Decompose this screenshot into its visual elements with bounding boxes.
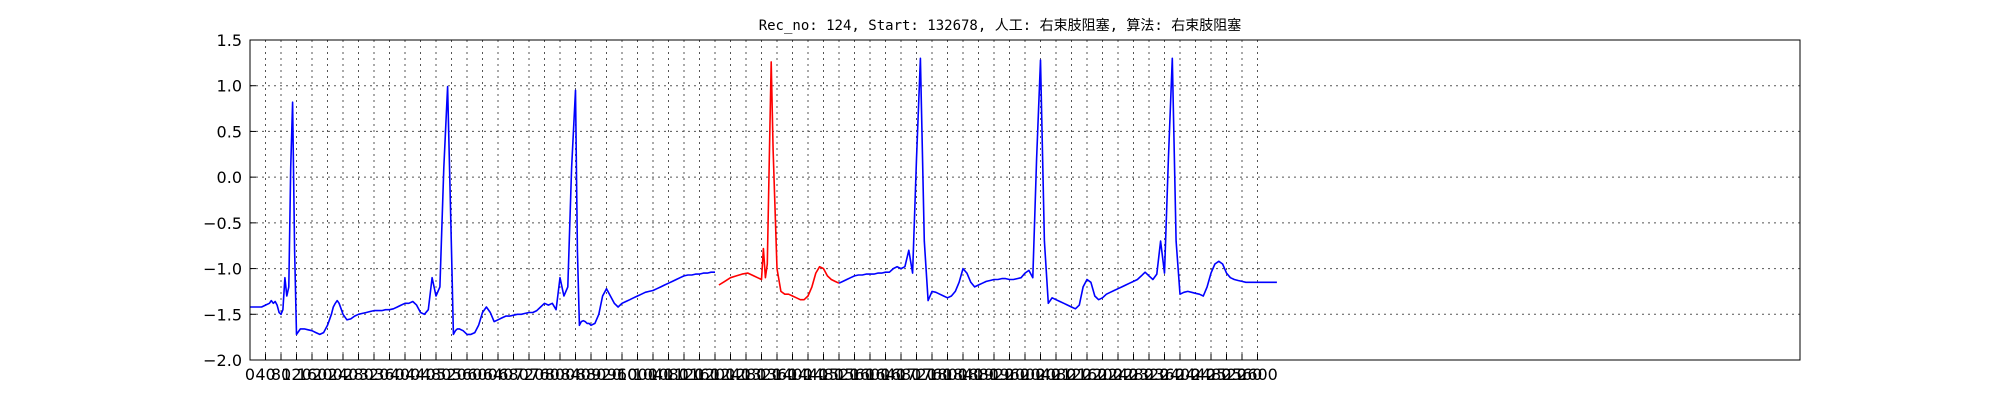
series-layer	[250, 57, 1277, 336]
y-axis-ticks: 1.5 1.0 0.5 0.0 −0.5 −1.0 −1.5 −2.0	[203, 31, 256, 370]
grid-lines	[249, 39, 1800, 361]
x-tick-label: 1760	[912, 365, 953, 384]
x-tick-label: 1800	[927, 365, 968, 384]
chart-title: Rec_no: 124, Start: 132678, 人工: 右束肢阻塞, 算…	[759, 17, 1242, 34]
x-tick-label: 120	[281, 365, 312, 384]
x-tick-label: 0	[245, 365, 255, 384]
x-tick-label: 840	[560, 365, 591, 384]
x-tick-label: 1240	[710, 365, 751, 384]
x-tick-label: 2480	[1191, 365, 1232, 384]
x-tick-label: 1600	[850, 365, 891, 384]
x-tick-label: 1000	[617, 365, 658, 384]
x-tick-label: 1080	[648, 365, 689, 384]
x-tick-label: 1520	[819, 365, 860, 384]
x-tick-label: 2160	[1067, 365, 1108, 384]
x-tick-label: 1320	[741, 365, 782, 384]
x-tick-label: 440	[405, 365, 436, 384]
y-tick-label: −0.5	[203, 214, 242, 233]
x-axis-ticks: 0 408012016020024028032036040044048052056…	[245, 354, 1278, 384]
x-tick-label: 1360	[757, 365, 798, 384]
x-tick-label: 1560	[834, 365, 875, 384]
x-tick-label: 1640	[865, 365, 906, 384]
x-tick-label: 720	[514, 365, 545, 384]
x-tick-label: 2040	[1020, 365, 1061, 384]
x-tick-label: 40	[255, 365, 275, 384]
x-tick-label: 200	[312, 365, 343, 384]
series-line-3	[838, 57, 1277, 310]
x-tick-label: 2360	[1144, 365, 1185, 384]
x-tick-label: 920	[591, 365, 622, 384]
y-tick-label: 0.0	[217, 168, 242, 187]
x-tick-label: 880	[576, 365, 607, 384]
y-tick-label: −2.0	[203, 351, 242, 370]
x-tick-label: 2320	[1129, 365, 1170, 384]
x-tick-label: 1200	[695, 365, 736, 384]
x-tick-label: 760	[529, 365, 560, 384]
x-tick-label: 1720	[896, 365, 937, 384]
x-tick-label: 960	[607, 365, 638, 384]
x-tick-label: 2600	[1237, 365, 1278, 384]
x-tick-label: 2440	[1175, 365, 1216, 384]
y-tick-label: −1.0	[203, 260, 242, 279]
x-tick-label: 1280	[726, 365, 767, 384]
x-tick-label: 1480	[803, 365, 844, 384]
x-tick-label: 560	[452, 365, 483, 384]
x-tick-label: 2000	[1005, 365, 1046, 384]
y-tick-label: 1.0	[217, 77, 242, 96]
x-tick-label: 1040	[633, 365, 674, 384]
x-tick-label: 2400	[1160, 365, 1201, 384]
x-tick-label: 320	[359, 365, 390, 384]
x-tick-label: 640	[483, 365, 514, 384]
x-tick-label: 1400	[772, 365, 813, 384]
x-tick-label: 520	[436, 365, 467, 384]
x-tick-label: 2120	[1051, 365, 1092, 384]
x-tick-label: 280	[343, 365, 374, 384]
x-tick-label: 2200	[1082, 365, 1123, 384]
x-tick-label: 2080	[1036, 365, 1077, 384]
x-tick-label: 680	[498, 365, 529, 384]
x-tick-label: 800	[545, 365, 576, 384]
x-tick-label: 80	[271, 365, 291, 384]
x-tick-label: 1440	[788, 365, 829, 384]
x-tick-label: 1960	[989, 365, 1030, 384]
x-tick-label: 2280	[1113, 365, 1154, 384]
x-tick-label: 2520	[1206, 365, 1247, 384]
x-tick-label: 1160	[679, 365, 720, 384]
x-tick-label: 1880	[958, 365, 999, 384]
x-tick-label: 1680	[881, 365, 922, 384]
x-tick-label: 1840	[943, 365, 984, 384]
x-tick-label: 2560	[1222, 365, 1263, 384]
x-tick-label: 400	[390, 365, 421, 384]
x-tick-label: 600	[467, 365, 498, 384]
x-tick-label: 2240	[1098, 365, 1139, 384]
y-tick-label: 0.5	[217, 122, 242, 141]
x-tick-label: 160	[297, 365, 328, 384]
y-tick-label: −1.5	[203, 305, 242, 324]
series-line-1	[250, 85, 715, 336]
y-tick-label: 1.5	[217, 31, 242, 50]
x-tick-label: 480	[421, 365, 452, 384]
x-tick-label: 1920	[974, 365, 1015, 384]
x-tick-label: 360	[374, 365, 405, 384]
series-line-2	[718, 61, 840, 301]
x-tick-label: 240	[328, 365, 359, 384]
x-tick-label: 1120	[664, 365, 705, 384]
